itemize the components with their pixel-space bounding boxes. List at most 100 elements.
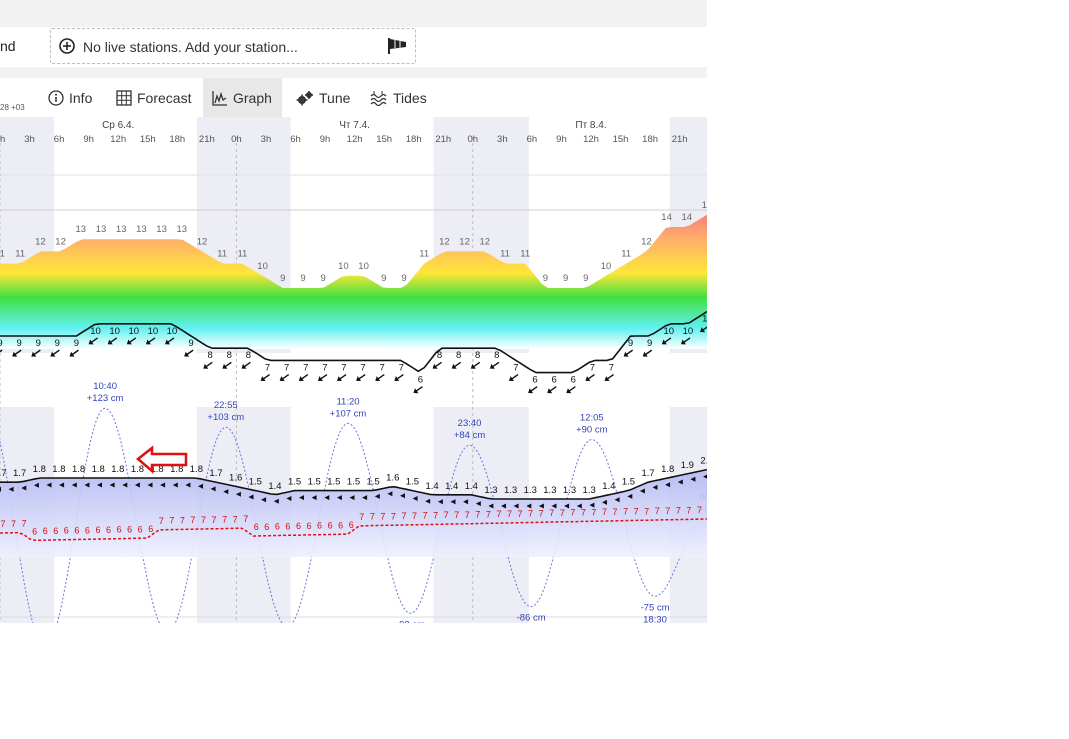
- tab-forecast[interactable]: Forecast: [116, 78, 191, 117]
- tab-graph[interactable]: Graph: [203, 78, 282, 117]
- wind-arrow-head: [700, 327, 706, 333]
- tab-tune[interactable]: Tune: [296, 78, 350, 117]
- wave-arrow-head: [538, 503, 544, 509]
- wave-direction-arrow: [21, 485, 27, 491]
- wind-arrow-head: [222, 363, 228, 369]
- wave-direction-arrow: [273, 498, 279, 504]
- tab-tides[interactable]: Tides: [370, 78, 427, 117]
- gust-label: 12: [55, 236, 66, 247]
- wave-period-label: 7: [159, 516, 164, 526]
- wind-direction-arrow: [700, 325, 707, 333]
- wind-label: 8: [246, 350, 251, 361]
- wind-direction-arrow: [107, 337, 118, 345]
- tab-graph-label: Graph: [233, 89, 272, 106]
- wind-arrow-head: [585, 376, 591, 382]
- wind-label: 7: [609, 362, 614, 373]
- wave-direction-arrow: [71, 482, 77, 488]
- wave-direction-arrow: [538, 503, 544, 509]
- tide-waves-icon: [370, 90, 387, 106]
- wave-height-label: 1.5: [308, 477, 321, 488]
- hour-tick-label: 18h: [169, 134, 185, 145]
- wave-height-label: 1.7: [641, 468, 654, 479]
- hour-tick-label: 18h: [642, 134, 658, 145]
- gust-label: 9: [321, 273, 326, 284]
- wave-height-label: 1.8: [661, 464, 674, 475]
- wind-direction-arrow: [356, 373, 366, 382]
- wave-period-label: 7: [11, 519, 16, 529]
- wave-height-label: 1.5: [367, 477, 380, 488]
- wave-arrow-head: [248, 494, 254, 500]
- add-station-box[interactable]: No live stations. Add your station...: [50, 28, 416, 64]
- wave-period-label: 6: [349, 520, 354, 530]
- wave-height-label: 1.6: [386, 472, 399, 483]
- wave-period-label: 7: [444, 510, 449, 520]
- hour-tick-label: 6h: [290, 134, 301, 145]
- wave-height-label: 1.4: [602, 481, 615, 492]
- wind-label: 8: [227, 350, 232, 361]
- tab-info[interactable]: Info: [48, 78, 92, 117]
- app-window: nd No live stations. Add your station...…: [0, 0, 707, 623]
- hour-tick-label: 15h: [376, 134, 392, 145]
- wave-height-label: 1.8: [111, 464, 124, 475]
- wave-height-area: [0, 469, 707, 557]
- wind-arrow-head: [241, 363, 247, 369]
- spot-name[interactable]: nd: [0, 38, 16, 54]
- wave-arrow-head: [463, 499, 469, 505]
- plus-circle-icon: [59, 38, 75, 54]
- gust-label: 11: [621, 249, 631, 260]
- wave-direction-arrow: [576, 503, 582, 509]
- wave-height-label: 1.5: [406, 477, 419, 488]
- wave-period-label: 7: [665, 506, 670, 516]
- wind-arrow-head: [69, 351, 75, 357]
- wave-period-label: 7: [233, 514, 238, 524]
- hour-tick-label: 15h: [140, 134, 156, 145]
- wind-label: 7: [284, 362, 289, 373]
- wave-direction-arrow: [665, 482, 671, 488]
- tab-tides-label: Tides: [393, 89, 427, 106]
- wave-arrow-head: [349, 495, 355, 501]
- wave-period-label: 7: [359, 512, 364, 522]
- wind-direction-arrow: [394, 373, 404, 382]
- wind-arrow-head: [145, 339, 151, 345]
- wave-height-label: 1.3: [484, 485, 497, 496]
- wave-period-label: 6: [296, 521, 301, 531]
- wind-arrow-head: [50, 351, 56, 357]
- wave-direction-arrow: [210, 486, 216, 492]
- wave-period-label: 7: [528, 509, 533, 519]
- gust-label: 13: [136, 224, 147, 235]
- wind-arrow-head: [547, 388, 553, 394]
- wave-arrow-head: [526, 503, 532, 509]
- wave-direction-arrow: [160, 482, 166, 488]
- wave-direction-arrow: [223, 489, 229, 495]
- wave-direction-arrow: [614, 497, 620, 503]
- wind-arrow-head: [661, 339, 667, 345]
- wind-direction-arrow: [470, 361, 481, 369]
- hour-tick-label: 12h: [583, 134, 599, 145]
- gust-label: 13: [76, 224, 87, 235]
- tide-high-time: 11:20: [336, 396, 359, 407]
- wave-arrow-head: [639, 488, 645, 494]
- wave-height-label: 1.4: [465, 481, 478, 492]
- wave-period-label: 7: [412, 511, 417, 521]
- wind-arrow-head: [203, 363, 209, 369]
- wind-label: 10: [148, 326, 159, 337]
- wave-height-label: 1.4: [445, 481, 458, 492]
- wave-period-label: 6: [95, 525, 100, 535]
- gust-label: 9: [381, 273, 386, 284]
- gust-label: 13: [96, 224, 107, 235]
- wind-label: 7: [303, 362, 308, 373]
- wave-arrow-head: [71, 482, 77, 488]
- wave-height-label: 1.3: [524, 485, 537, 496]
- wave-height-line: [0, 468, 707, 500]
- hour-tick-label: 0h: [468, 134, 479, 145]
- gust-label: 14: [682, 212, 693, 223]
- wave-height-label: 1.5: [347, 477, 360, 488]
- wave-arrow-head: [602, 499, 607, 505]
- wave-period-label: 7: [581, 508, 586, 518]
- wave-direction-arrow: [261, 497, 267, 503]
- tide-high-height: +90 cm: [576, 425, 608, 436]
- wave-period-label: 7: [201, 515, 206, 525]
- gust-label: 12: [459, 236, 470, 247]
- wave-height-label: 1.8: [131, 464, 144, 475]
- wind-arrow-head: [642, 351, 648, 357]
